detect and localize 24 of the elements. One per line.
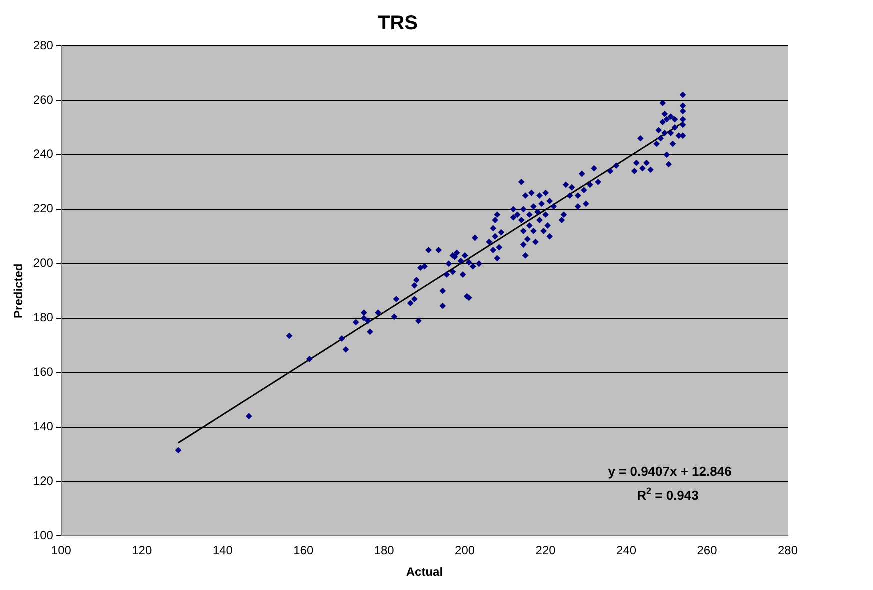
x-tick-label: 100 <box>51 544 72 558</box>
x-tick-label: 140 <box>212 544 234 558</box>
x-tick-label: 200 <box>455 544 476 558</box>
x-tick-label: 180 <box>374 544 395 558</box>
x-axis-title: Actual <box>406 565 444 580</box>
y-tick-label: 100 <box>33 528 54 543</box>
y-tick-label: 260 <box>33 92 54 107</box>
y-tick-label: 140 <box>33 420 54 434</box>
y-tick-label: 160 <box>33 365 54 380</box>
x-tick-label: 120 <box>132 544 152 558</box>
y-tick-label: 220 <box>33 202 54 216</box>
annotation: y = 0.9407x + 12.846 <box>608 464 732 480</box>
chart-title: TRS <box>378 12 418 35</box>
x-tick-label: 220 <box>536 544 556 558</box>
y-tick-label: 280 <box>33 38 54 52</box>
x-tick-label: 280 <box>778 544 798 558</box>
x-tick-label: 260 <box>697 544 718 558</box>
x-tick-label: 160 <box>294 544 314 558</box>
x-tick-label: 240 <box>616 544 637 558</box>
y-tick-label: 180 <box>33 310 54 325</box>
y-tick-label: 200 <box>33 256 54 270</box>
y-axis-title: Predicted <box>12 264 26 318</box>
y-tick-label: 240 <box>33 147 54 162</box>
y-tick-label: 120 <box>33 474 54 488</box>
